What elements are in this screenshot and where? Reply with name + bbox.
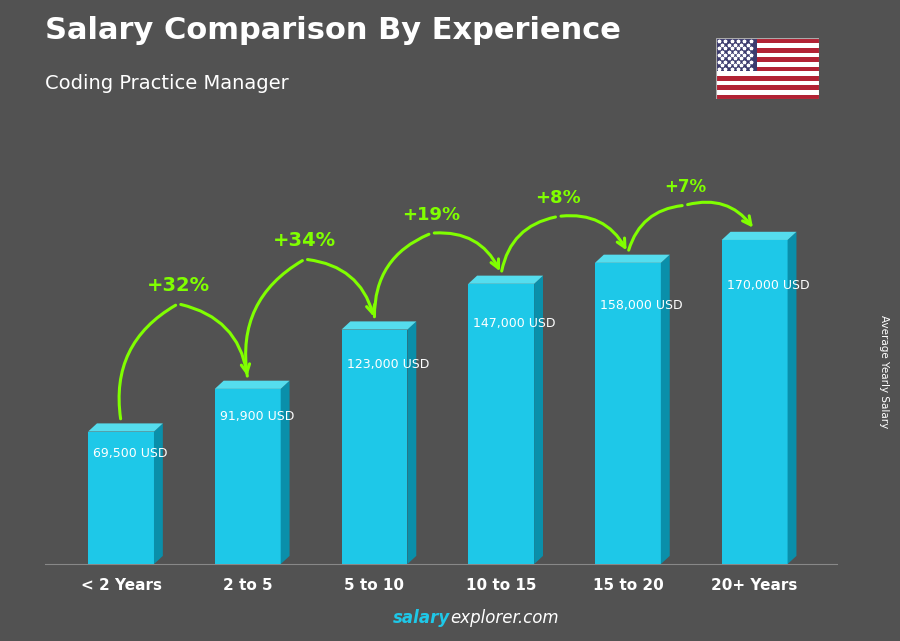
Text: +32%: +32% [147,276,210,295]
Text: Average Yearly Salary: Average Yearly Salary [878,315,889,428]
Polygon shape [468,276,543,284]
Bar [88,431,154,564]
Bar [716,53,819,57]
Polygon shape [281,381,290,564]
Bar [716,48,819,53]
Polygon shape [534,276,543,564]
Text: Salary Comparison By Experience: Salary Comparison By Experience [45,16,621,45]
Bar [716,90,819,95]
Polygon shape [788,232,796,564]
Bar [716,43,819,48]
Bar [716,67,819,71]
Bar [341,329,408,564]
Polygon shape [215,381,290,389]
Polygon shape [722,232,796,240]
Text: +8%: +8% [536,189,581,207]
Text: +7%: +7% [664,178,706,196]
Polygon shape [661,254,670,564]
Bar [716,62,819,67]
Text: 123,000 USD: 123,000 USD [346,358,429,370]
Bar [716,71,819,76]
Bar [716,38,819,43]
Text: Coding Practice Manager: Coding Practice Manager [45,74,289,93]
Bar [215,389,281,564]
Bar [595,263,661,564]
Text: 69,500 USD: 69,500 USD [94,447,167,460]
Polygon shape [408,321,417,564]
Text: +34%: +34% [274,231,337,250]
Text: +19%: +19% [402,206,461,224]
Bar [468,284,534,564]
Polygon shape [154,424,163,564]
Text: explorer.com: explorer.com [450,609,559,627]
Text: salary: salary [392,609,450,627]
Bar [716,95,819,99]
Text: 170,000 USD: 170,000 USD [727,279,809,292]
Bar [722,240,788,564]
Bar [716,76,819,81]
Text: 91,900 USD: 91,900 USD [220,410,294,423]
Bar [716,57,819,62]
Bar [716,81,819,85]
Bar [716,38,757,71]
Text: 147,000 USD: 147,000 USD [473,317,556,331]
Bar [716,85,819,90]
Polygon shape [88,424,163,431]
Polygon shape [341,321,417,329]
Polygon shape [595,254,670,263]
Text: 158,000 USD: 158,000 USD [600,299,683,312]
